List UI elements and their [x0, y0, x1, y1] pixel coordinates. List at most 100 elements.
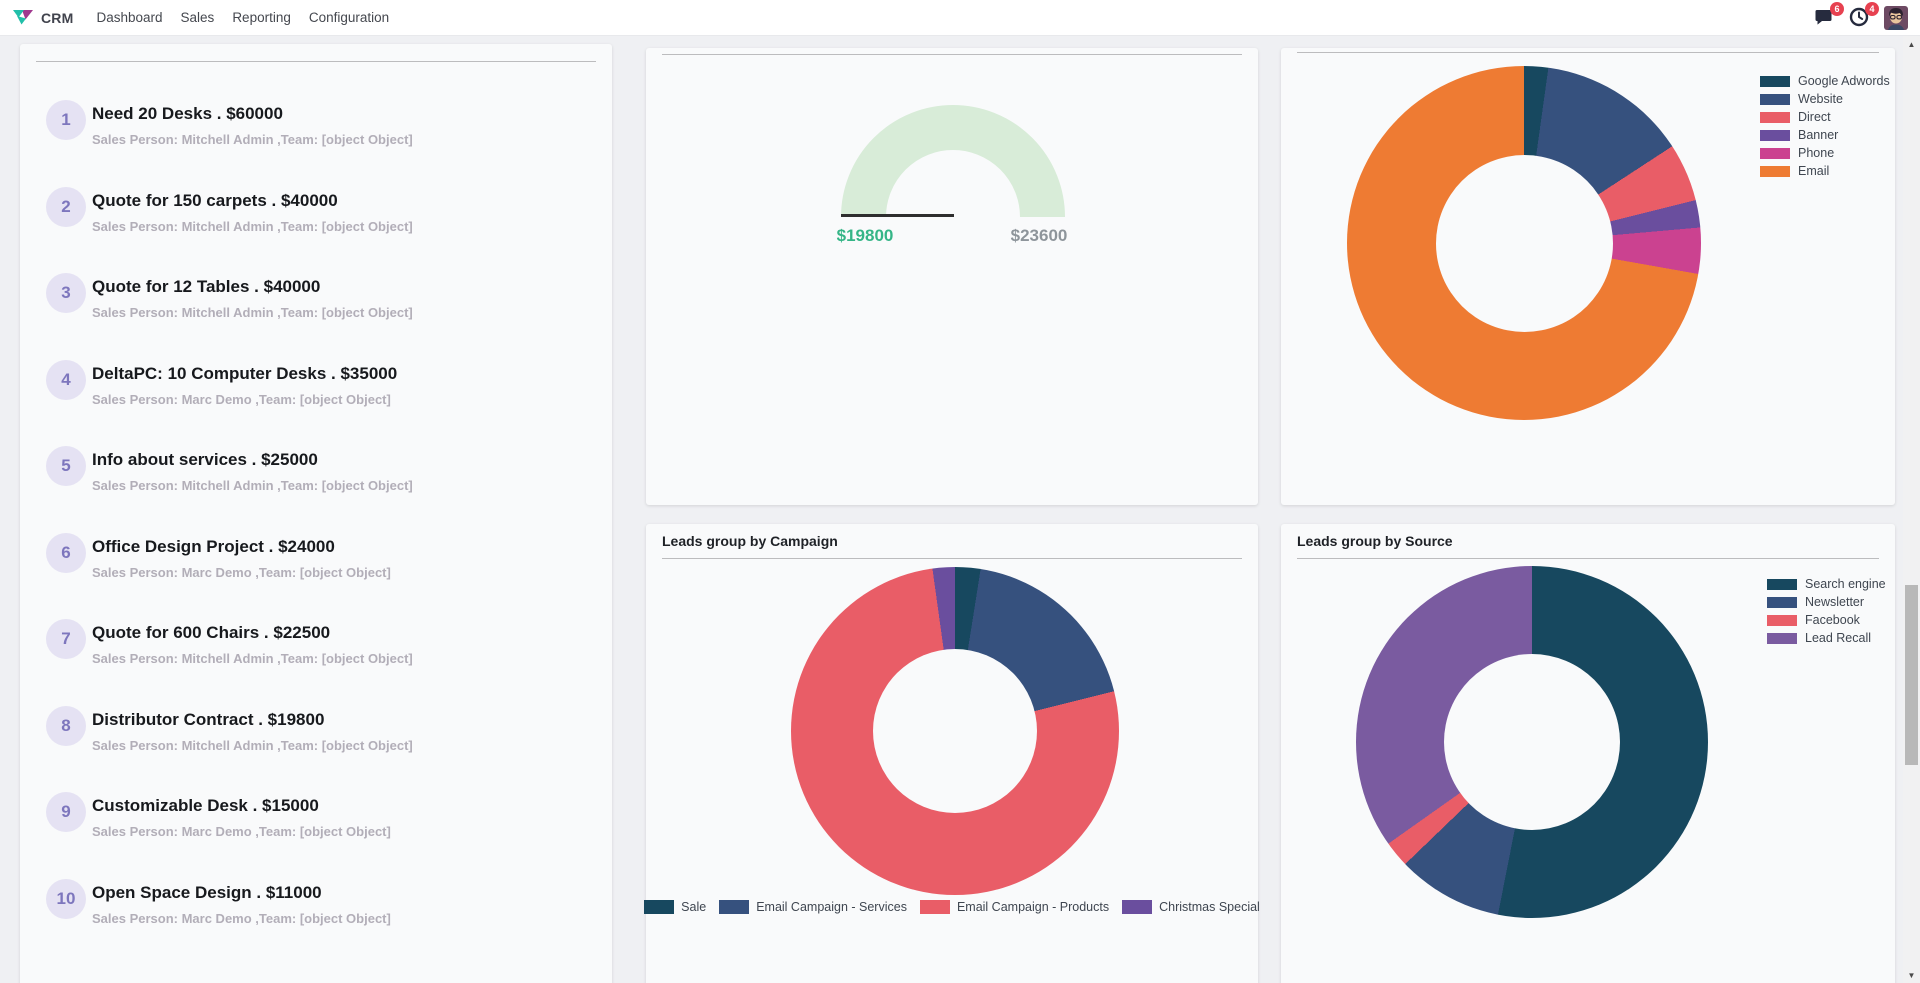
legend-item[interactable]: Email Campaign - Services — [719, 900, 907, 914]
legend-label: Search engine — [1805, 577, 1886, 591]
legend-item[interactable]: Direct — [1760, 108, 1890, 126]
opportunity-text: Quote for 12 Tables . $40000 Sales Perso… — [90, 273, 413, 320]
opportunity-subtitle: Sales Person: Mitchell Admin ,Team: [obj… — [92, 132, 413, 147]
legend-item[interactable]: Lead Recall — [1767, 629, 1886, 647]
legend-item[interactable]: Sale — [644, 900, 706, 914]
scroll-up-arrow[interactable]: ▲ — [1907, 39, 1916, 49]
card-title: Leads group by Source — [1297, 524, 1879, 559]
activities-button[interactable]: 4 — [1849, 1, 1879, 29]
leads-by-campaign-card: Leads group by Campaign Sale Email Campa… — [644, 524, 1260, 983]
list-item[interactable]: 9 Customizable Desk . $15000 Sales Perso… — [46, 792, 596, 839]
gauge-chart[interactable] — [841, 105, 1065, 217]
opportunity-title: Office Design Project . $24000 — [92, 536, 335, 556]
legend-swatch — [1760, 147, 1790, 159]
list-item[interactable]: 10 Open Space Design . $11000 Sales Pers… — [46, 878, 596, 926]
menu-item[interactable]: Reporting — [232, 9, 291, 25]
opportunity-title: Need 20 Desks . $60000 — [92, 104, 283, 123]
app-brand[interactable]: CRM — [0, 9, 73, 26]
user-avatar-image — [1884, 5, 1908, 30]
chat-bubble-icon — [1815, 9, 1832, 25]
messages-badge: 6 — [1830, 1, 1844, 16]
opportunity-title: Info about services . $25000 — [92, 450, 318, 469]
rank-badge: 6 — [46, 532, 86, 573]
rank-badge: 5 — [46, 446, 86, 486]
opportunity-subtitle: Sales Person: Mitchell Admin ,Team: [obj… — [92, 651, 413, 666]
list-item[interactable]: 6 Office Design Project . $24000 Sales P… — [46, 532, 596, 580]
gauge-arc — [841, 105, 1065, 217]
list-item[interactable]: 5 Info about services . $25000 Sales Per… — [46, 446, 596, 493]
legend-label: Website — [1798, 92, 1843, 106]
legend-label: Google Adwords — [1798, 74, 1890, 88]
legend-item[interactable]: Christmas Special — [1122, 900, 1260, 914]
opportunity-subtitle: Sales Person: Marc Demo ,Team: [object O… — [92, 564, 391, 580]
user-avatar[interactable] — [1884, 5, 1908, 30]
legend-item[interactable]: Phone — [1760, 144, 1890, 162]
leads-by-medium-card: Google Adwords Website Direct Banner Pho… — [1281, 48, 1895, 505]
donut-hole — [1435, 154, 1613, 332]
list-item[interactable]: 8 Distributor Contract . $19800 Sales Pe… — [46, 705, 596, 753]
legend-item[interactable]: Website — [1760, 90, 1890, 108]
rank-badge: 10 — [46, 878, 86, 919]
opportunity-text: Need 20 Desks . $60000 Sales Person: Mit… — [90, 100, 413, 147]
scroll-down-arrow[interactable]: ▼ — [1907, 970, 1916, 980]
legend-label: Lead Recall — [1805, 631, 1872, 645]
legend-swatch — [1760, 129, 1790, 141]
opportunity-text: DeltaPC: 10 Computer Desks . $35000 Sale… — [90, 360, 398, 407]
opportunity-text: Office Design Project . $24000 Sales Per… — [90, 533, 391, 580]
opportunity-text: Quote for 600 Chairs . $22500 Sales Pers… — [90, 619, 413, 666]
legend-swatch — [1760, 111, 1790, 123]
opportunity-subtitle: Sales Person: Mitchell Admin ,Team: [obj… — [92, 305, 413, 320]
opportunities-list: 1 Need 20 Desks . $60000 Sales Person: M… — [20, 62, 612, 926]
source-legend: Search engine Newsletter Facebook Lead R… — [1767, 575, 1886, 647]
card-title: Leads group by Campaign — [662, 524, 1242, 559]
list-item[interactable]: 4 DeltaPC: 10 Computer Desks . $35000 Sa… — [46, 359, 596, 407]
card-header-divider — [662, 48, 1242, 55]
medium-donut-chart[interactable] — [1347, 66, 1701, 420]
opportunity-title: Customizable Desk . $15000 — [92, 796, 319, 815]
legend-item[interactable]: Newsletter — [1767, 593, 1886, 611]
legend-item[interactable]: Facebook — [1767, 611, 1886, 629]
clock-icon — [1849, 7, 1869, 26]
legend-item[interactable]: Email Campaign - Products — [919, 900, 1109, 914]
opportunity-title: Open Space Design . $11000 — [92, 882, 322, 902]
opportunity-title: DeltaPC: 10 Computer Desks . $35000 — [92, 363, 398, 383]
gauge-value-label: $19800 — [836, 226, 894, 245]
campaign-donut-chart[interactable] — [791, 567, 1119, 895]
opportunity-title: Distributor Contract . $19800 — [92, 709, 325, 729]
donut-hole — [873, 649, 1037, 813]
legend-item[interactable]: Email — [1760, 162, 1890, 180]
legend-label: Phone — [1798, 146, 1835, 160]
legend-item[interactable]: Google Adwords — [1760, 72, 1890, 90]
opportunity-subtitle: Sales Person: Mitchell Admin ,Team: [obj… — [92, 218, 413, 234]
list-item[interactable]: 1 Need 20 Desks . $60000 Sales Person: M… — [46, 100, 596, 147]
opportunity-text: Open Space Design . $11000 Sales Person:… — [90, 879, 391, 926]
legend-swatch — [1760, 93, 1790, 105]
opportunity-subtitle: Sales Person: Mitchell Admin ,Team: [obj… — [92, 737, 413, 753]
messages-button[interactable]: 6 — [1814, 1, 1844, 29]
list-item[interactable]: 3 Quote for 12 Tables . $40000 Sales Per… — [46, 273, 596, 320]
activities-badge: 4 — [1865, 1, 1879, 16]
source-donut-chart[interactable] — [1356, 566, 1708, 918]
rank-badge: 1 — [46, 100, 86, 140]
legend-swatch — [1760, 75, 1790, 87]
scrollbar-thumb[interactable] — [1905, 585, 1918, 765]
legend-item[interactable]: Search engine — [1767, 575, 1886, 593]
legend-label: Email — [1798, 164, 1830, 178]
menu-item[interactable]: Sales — [180, 9, 215, 25]
campaign-legend: Sale Email Campaign - Services Email Cam… — [644, 900, 1260, 914]
legend-item[interactable]: Banner — [1760, 126, 1890, 144]
app-name: CRM — [41, 9, 74, 26]
list-item[interactable]: 7 Quote for 600 Chairs . $22500 Sales Pe… — [46, 619, 596, 666]
opportunity-text: Customizable Desk . $15000 Sales Person:… — [90, 792, 391, 839]
vertical-scrollbar[interactable]: ▲ ▼ — [1903, 36, 1920, 983]
menu-item[interactable]: Dashboard — [96, 9, 163, 25]
gauge-card: $19800 $23600 — [646, 48, 1258, 505]
gauge-max-label: $23600 — [1010, 226, 1068, 245]
list-item[interactable]: 2 Quote for 150 carpets . $40000 Sales P… — [46, 186, 596, 234]
legend-swatch — [1767, 632, 1797, 644]
rank-badge: 9 — [46, 792, 86, 832]
legend-label: Banner — [1798, 128, 1839, 142]
menu-item[interactable]: Configuration — [308, 9, 390, 25]
legend-swatch — [1760, 165, 1790, 177]
opportunity-title: Quote for 12 Tables . $40000 — [92, 277, 321, 296]
